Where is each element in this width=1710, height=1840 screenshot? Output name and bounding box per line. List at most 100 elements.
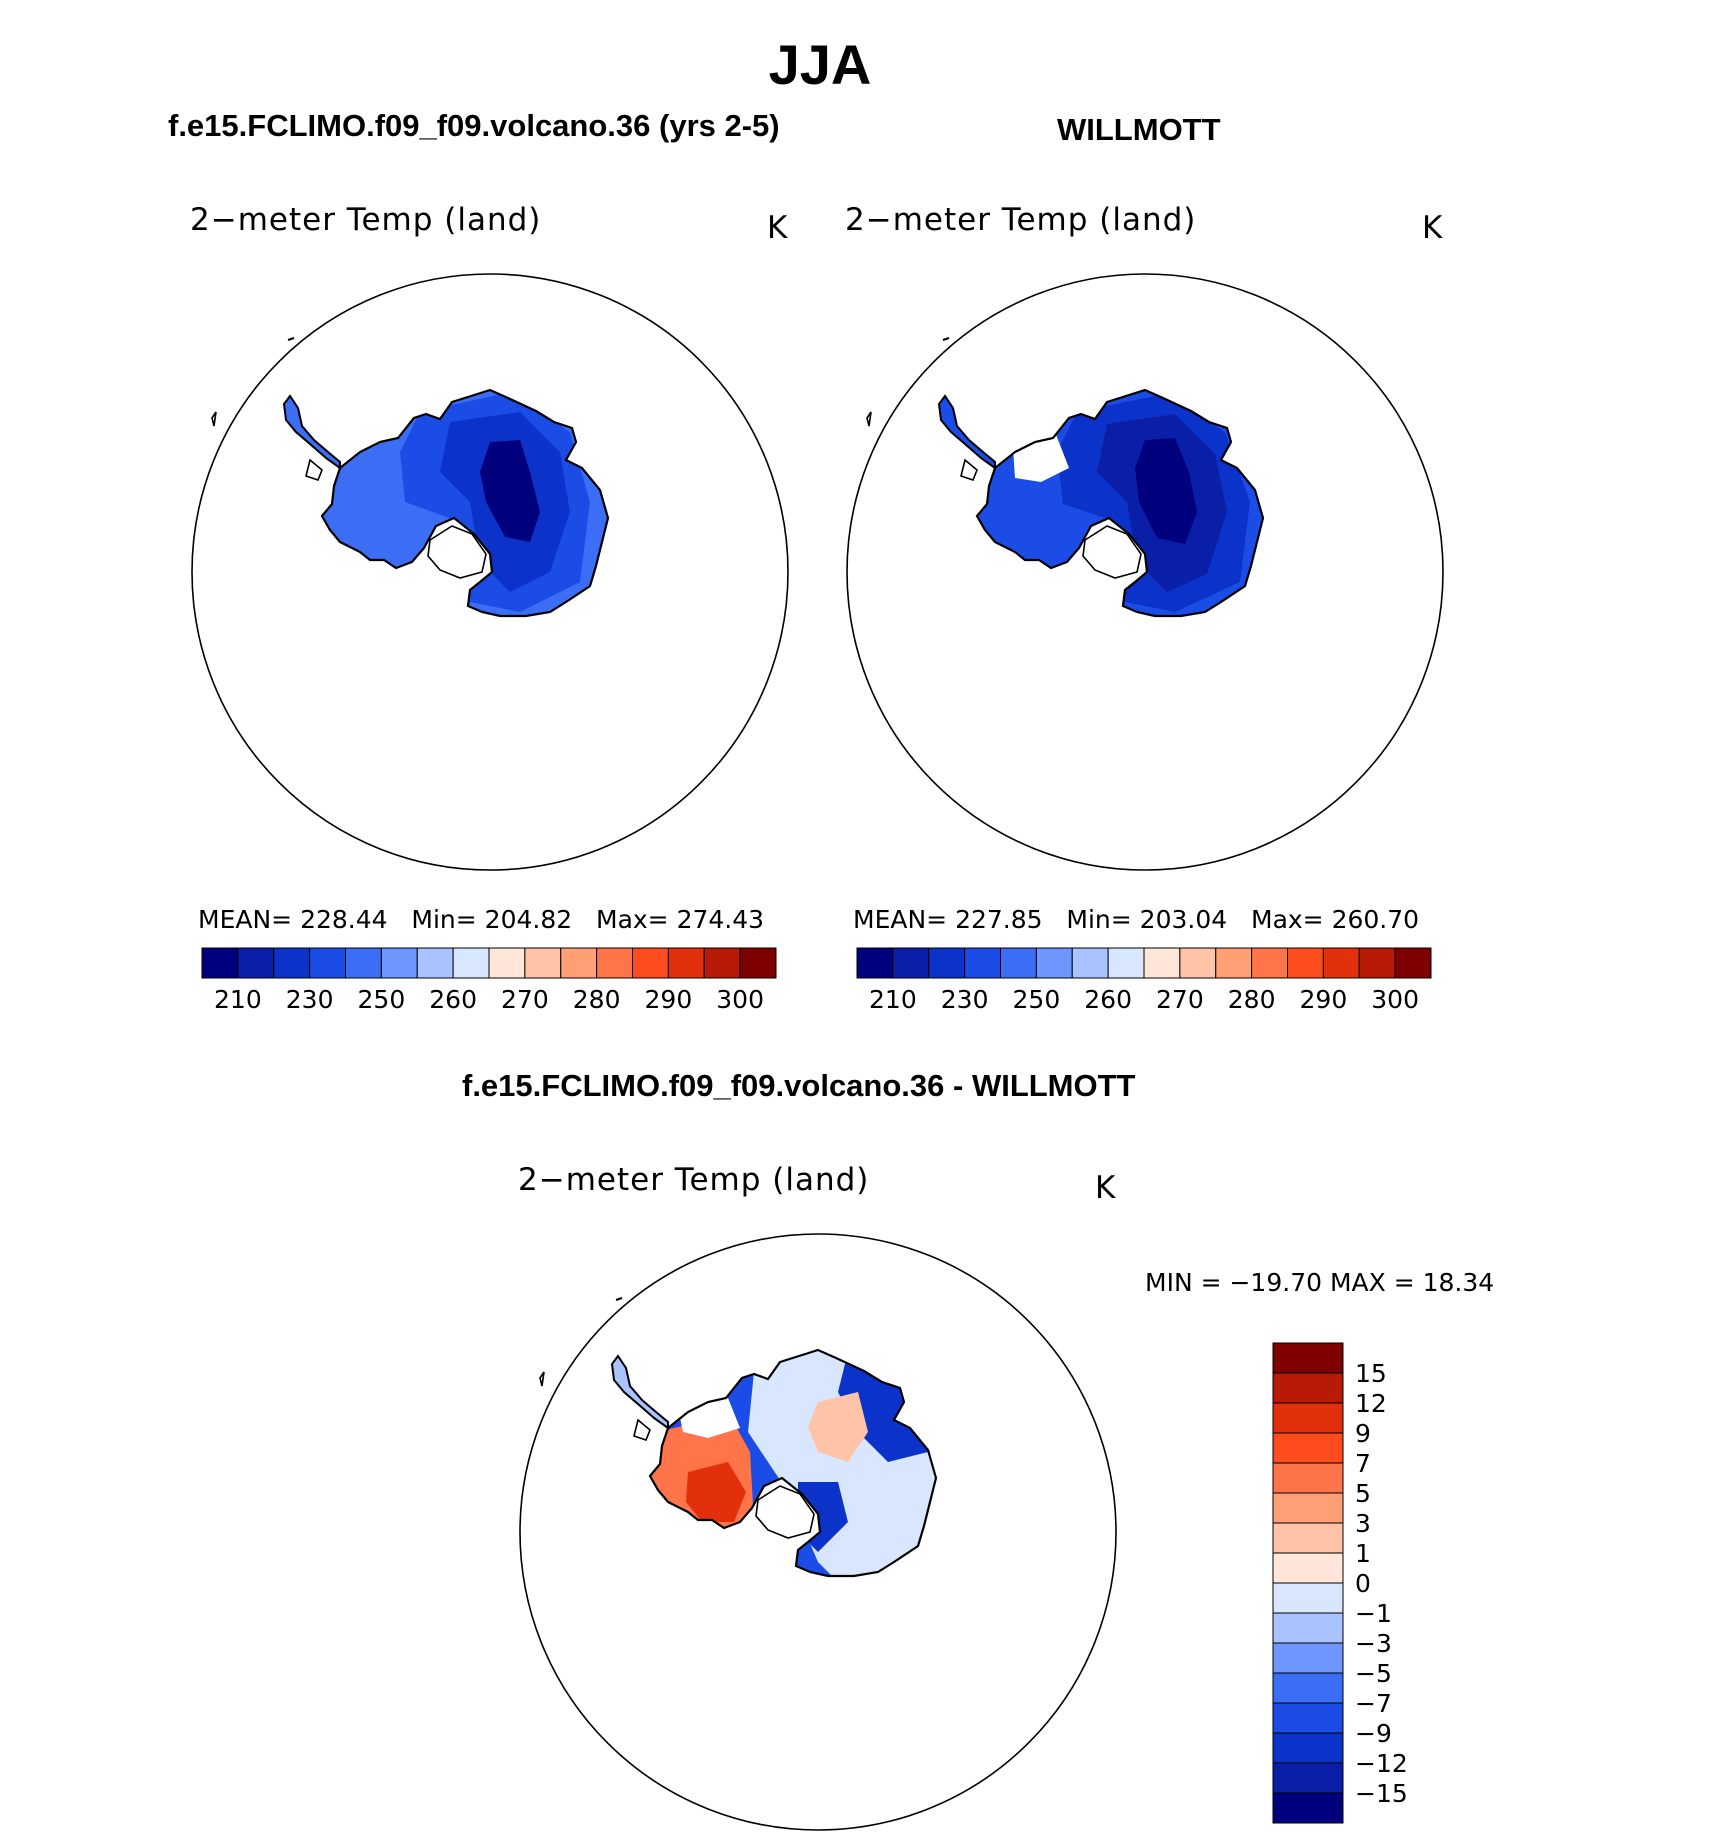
panel-field-label-obs: 2−meter Temp (land)	[845, 202, 1197, 238]
anomaly-west-core	[686, 1462, 746, 1522]
colorbar-tick-label: 250	[1012, 985, 1061, 1014]
colorbar-tick-label: 3	[1355, 1509, 1371, 1538]
colorbar-tick-label: 290	[644, 985, 693, 1014]
island-outline	[633, 1418, 651, 1441]
island-mark	[615, 1297, 623, 1301]
colorbar-ticks-obs: 210 230 250 260 270 280 290 300	[857, 985, 1431, 1015]
colorbar-tick-label: 5	[1355, 1479, 1371, 1508]
mean-label: MEAN=	[853, 905, 948, 934]
colorbar-tick-label: 0	[1355, 1569, 1371, 1598]
ice-shelf-outline	[1082, 525, 1142, 579]
colorbar-tick-label: 300	[716, 985, 764, 1014]
colorbar-tick-label: 210	[214, 985, 262, 1014]
colorbar-swatch	[596, 947, 633, 979]
panel-title-model: f.e15.FCLIMO.f09_f09.volcano.36 (yrs 2-5…	[168, 108, 780, 143]
colorbar-swatch	[739, 947, 777, 979]
colorbar-swatch	[452, 947, 490, 979]
island-mark	[942, 337, 950, 341]
polar-map-obs	[846, 273, 1444, 871]
colorbar-swatch	[1272, 1402, 1344, 1434]
island-mark	[866, 411, 872, 427]
colorbar-swatch	[237, 947, 275, 979]
colorbar-tick-label: 260	[429, 985, 477, 1014]
colorbar-swatch	[632, 947, 669, 979]
coastline	[320, 388, 610, 618]
stats-obs: MEAN= 227.85 Min= 203.04 Max= 260.70	[853, 905, 1419, 934]
colorbar-swatch	[560, 947, 598, 979]
colorbar-swatch	[1272, 1432, 1344, 1464]
colorbar-tick-label: 230	[285, 985, 334, 1014]
colorbar-swatch	[1394, 947, 1432, 979]
colorbar-swatch	[345, 947, 382, 979]
stats-model: MEAN= 228.44 Min= 204.82 Max= 274.43	[198, 905, 764, 934]
coastline	[975, 388, 1265, 618]
colorbar-tick-label: −1	[1355, 1599, 1392, 1628]
colorbar-model	[201, 947, 777, 979]
panel-units-model: K	[767, 210, 789, 246]
colorbar-tick-label: 250	[357, 985, 406, 1014]
colorbar-swatch	[1272, 1522, 1344, 1554]
colorbar-ticks-difference: −15 −12 −9 −7 −5 −3 −1 0 1 3 5 7 9 12 15	[1355, 1343, 1435, 1823]
peninsula-coastline	[610, 1354, 669, 1430]
panel-title-obs: WILLMOTT	[1057, 112, 1221, 147]
colorbar-swatch	[892, 947, 930, 979]
colorbar-difference	[1272, 1342, 1344, 1824]
difference-title: f.e15.FCLIMO.f09_f09.volcano.36 - WILLMO…	[462, 1068, 1136, 1103]
colorbar-tick-label: 280	[572, 985, 621, 1014]
max-value: 274.43	[676, 905, 765, 934]
colorbar-swatch	[1272, 1342, 1344, 1374]
mean-value: 227.85	[955, 905, 1043, 934]
island-mark	[211, 411, 217, 427]
colorbar-swatch	[703, 947, 741, 979]
colorbar-swatch	[1000, 947, 1037, 979]
colorbar-swatch	[1272, 1762, 1344, 1794]
colorbar-ticks-model: 210 230 250 260 270 280 290 300	[202, 985, 776, 1015]
colorbar-swatch	[1143, 947, 1181, 979]
colorbar-swatch	[1272, 1372, 1344, 1404]
island-mark	[539, 1371, 545, 1387]
difference-units: K	[1095, 1170, 1117, 1206]
min-value: 204.82	[484, 905, 573, 934]
min-value: 203.04	[1139, 905, 1228, 934]
colorbar-swatch	[1179, 947, 1217, 979]
colorbar-swatch	[667, 947, 705, 979]
colorbar-swatch	[1272, 1732, 1344, 1764]
colorbar-swatch	[964, 947, 1001, 979]
max-label: Max=	[1251, 905, 1324, 934]
colorbar-swatch	[1272, 1672, 1344, 1704]
colorbar-swatch	[488, 947, 526, 979]
colorbar-tick-label: −15	[1355, 1779, 1408, 1808]
colorbar-tick-label: 260	[1084, 985, 1132, 1014]
ice-shelf-outline	[755, 1485, 815, 1539]
colorbar-tick-label: 15	[1355, 1359, 1387, 1388]
colorbar-tick-label: 230	[940, 985, 989, 1014]
colorbar-swatch	[416, 947, 454, 979]
colorbar-swatch	[1272, 1492, 1344, 1524]
colorbar-tick-label: 280	[1227, 985, 1276, 1014]
colorbar-swatch	[273, 947, 311, 979]
map-boundary-circle	[519, 1233, 1117, 1831]
min-label: Min=	[1066, 905, 1132, 934]
colorbar-swatch	[201, 947, 239, 979]
temp-band-core	[480, 440, 540, 542]
map-boundary-circle	[191, 273, 789, 871]
max-value: 260.70	[1331, 905, 1420, 934]
colorbar-obs	[856, 947, 1432, 979]
colorbar-swatch	[524, 947, 562, 979]
colorbar-swatch	[1071, 947, 1109, 979]
map-boundary-circle	[846, 273, 1444, 871]
colorbar-swatch	[1272, 1552, 1344, 1584]
figure-title: JJA	[768, 33, 872, 96]
colorbar-tick-label: 210	[869, 985, 917, 1014]
temp-band-core	[1135, 438, 1197, 544]
colorbar-tick-label: 300	[1371, 985, 1419, 1014]
colorbar-tick-label: −7	[1355, 1689, 1392, 1718]
colorbar-swatch	[928, 947, 966, 979]
coastline	[648, 1348, 938, 1578]
colorbar-tick-label: −3	[1355, 1629, 1392, 1658]
mean-value: 228.44	[300, 905, 388, 934]
peninsula-coastline	[937, 394, 996, 470]
colorbar-swatch	[1107, 947, 1145, 979]
panel-units-obs: K	[1422, 210, 1444, 246]
peninsula-coastline	[282, 394, 341, 470]
